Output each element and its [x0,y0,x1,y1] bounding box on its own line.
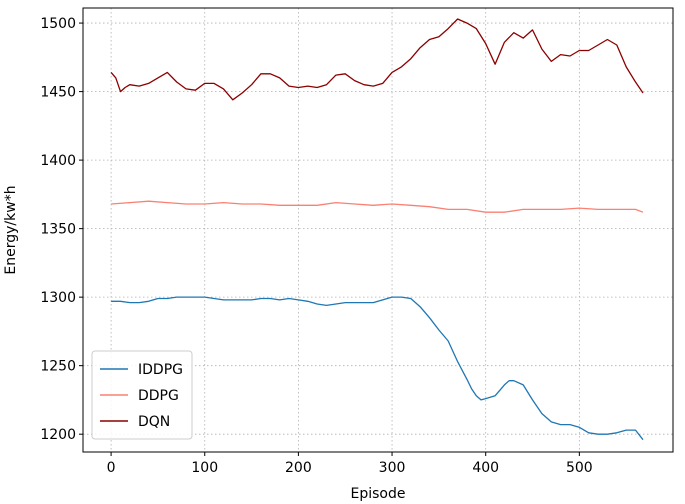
y-tick-label: 1350 [40,222,76,238]
axis-ticks: 0 100 200 300 400 500 1200 1250 1300 1350 1400 1450… [40,16,592,476]
y-tick-label: 1500 [40,16,76,32]
y-tick-label: 1200 [40,427,76,443]
x-tick-label: 200 [285,460,312,476]
y-tick-label: 1450 [40,85,76,101]
series-lines [110,18,644,441]
series-line-dqn [110,18,644,101]
series-line-iddpg [111,296,644,441]
y-axis-label: Energy/kw*h [3,185,19,274]
series-line-ddpg [111,200,644,213]
y-tick-label: 1250 [40,359,76,375]
plot-frame [82,7,674,453]
x-tick-label: 400 [472,460,499,476]
x-tick-label: 0 [107,460,116,476]
legend-label-iddpg: IDDPG [138,362,183,378]
legend-box [91,350,193,440]
x-tick-label: 300 [379,460,406,476]
x-axis-label: Episode [351,486,406,502]
legend-label-dqn: DQN [138,414,170,430]
y-tick-label: 1400 [40,153,76,169]
x-tick-label: 500 [566,460,593,476]
legend-label-ddpg: DDPG [138,388,179,404]
legend: IDDPG DDPG DQN [91,350,193,440]
y-tick-label: 1300 [40,290,76,306]
x-tick-label: 100 [191,460,218,476]
